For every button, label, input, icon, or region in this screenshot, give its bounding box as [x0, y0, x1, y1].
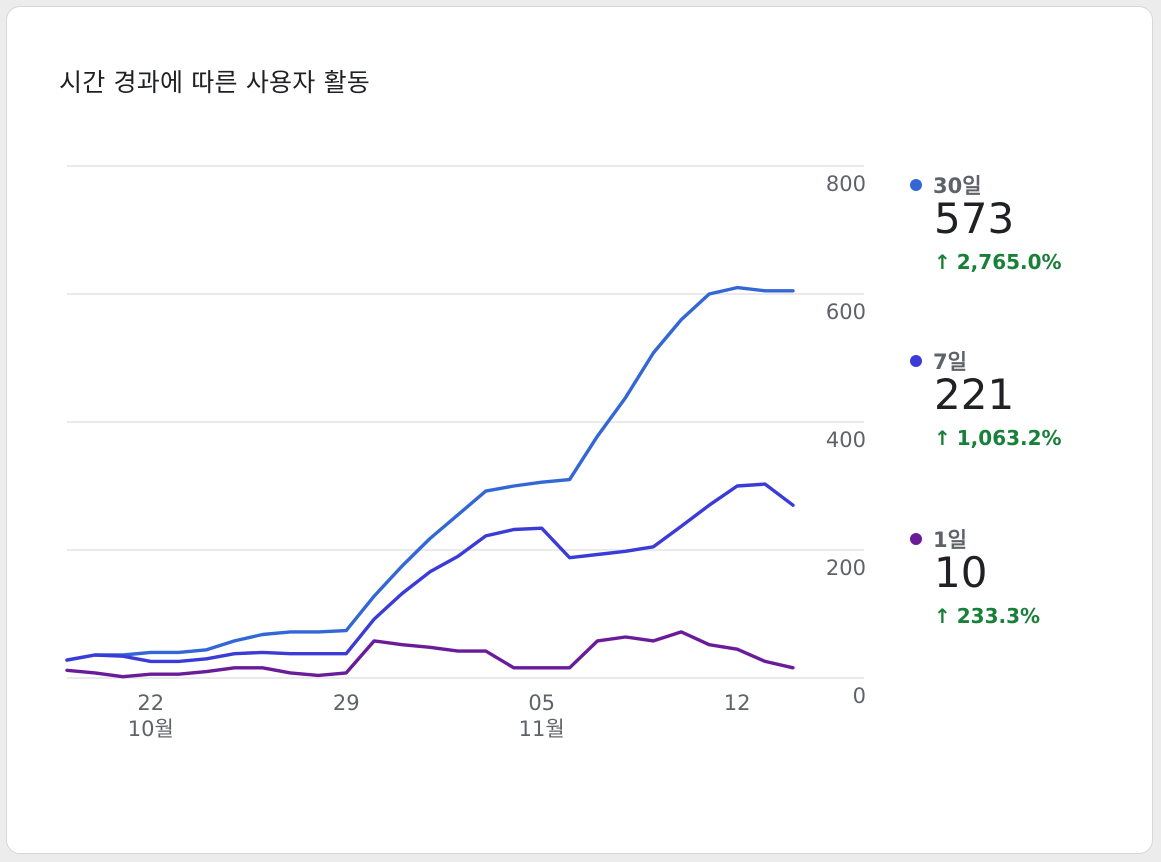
- legend-change-value: 233.3%: [956, 604, 1041, 628]
- series-line-1[interactable]: [65, 482, 795, 664]
- series-line-2[interactable]: [65, 630, 795, 679]
- arrow-up-icon: ↑: [934, 604, 951, 628]
- y-axis-ticks: 800 600 400 200 0: [826, 172, 866, 708]
- arrow-up-icon: ↑: [934, 250, 951, 274]
- legend-change: ↑ 233.3%: [934, 604, 1040, 628]
- arrow-up-icon: ↑: [934, 426, 951, 450]
- x-tick-label: 05: [528, 691, 555, 715]
- y-tick-label: 200: [826, 556, 866, 580]
- legend-label: 1일: [933, 528, 967, 552]
- y-tick-label: 0: [853, 684, 866, 708]
- legend-change-value: 1,063.2%: [956, 426, 1062, 450]
- card-title: 시간 경과에 따른 사용자 활동: [59, 68, 370, 97]
- x-tick-label: 22: [137, 691, 164, 715]
- gridlines: [67, 165, 864, 679]
- y-tick-label: 800: [826, 172, 866, 196]
- legend-value: 573: [934, 194, 1015, 243]
- legend-dot-icon: [910, 355, 922, 367]
- legend-change: ↑ 1,063.2%: [934, 426, 1062, 450]
- legend-label: 30일: [933, 174, 982, 198]
- series-lines: [65, 285, 795, 679]
- legend-dot-icon: [910, 179, 922, 191]
- x-tick-sublabel: 11월: [519, 717, 565, 741]
- legend-label: 7일: [933, 350, 967, 374]
- series-line-0[interactable]: [65, 285, 795, 662]
- legend-change-value: 2,765.0%: [956, 250, 1062, 274]
- legend-dot-icon: [910, 533, 922, 545]
- x-tick-label: 12: [724, 691, 751, 715]
- legend-value: 221: [934, 370, 1015, 419]
- chart-card: 시간 경과에 따른 사용자 활동: [6, 6, 1153, 854]
- x-tick-sublabel: 10월: [128, 717, 174, 741]
- legend-value: 10: [934, 548, 988, 597]
- y-tick-label: 400: [826, 428, 866, 452]
- y-tick-label: 600: [826, 300, 866, 324]
- legend-change: ↑ 2,765.0%: [934, 250, 1062, 274]
- x-tick-label: 29: [333, 691, 360, 715]
